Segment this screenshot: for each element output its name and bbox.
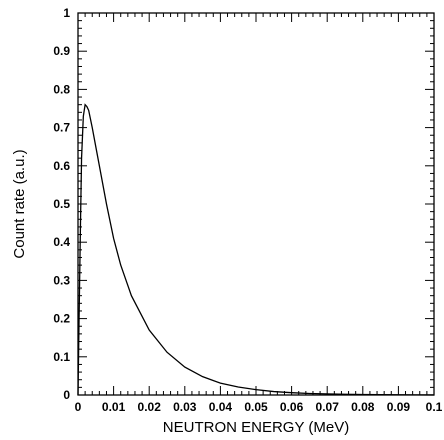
x-tick-label: 0.01	[102, 400, 126, 414]
y-tick-label: 0.5	[53, 197, 70, 211]
y-tick-label: 0.8	[53, 82, 70, 96]
tick-group	[77, 12, 435, 396]
tick-label-group: 0 0.01 0.02 0.03 0.04 0.05 0.06 0.07 0.08 0.09 0.1…	[53, 6, 442, 414]
x-tick-label: 0.04	[209, 400, 233, 414]
x-tick-label: 0.02	[138, 400, 162, 414]
y-tick-label: 1	[63, 6, 70, 20]
x-tick-label: 0	[75, 400, 82, 414]
x-tick-label: 0.07	[316, 400, 340, 414]
y-tick-label: 0.1	[53, 350, 70, 364]
plot-frame	[77, 12, 435, 396]
x-tick-label: 0.06	[280, 400, 304, 414]
y-tick-label: 0	[63, 388, 70, 402]
x-tick-label: 0.05	[244, 400, 268, 414]
y-tick-label: 0.7	[53, 121, 70, 135]
y-tick-label: 0.2	[53, 312, 70, 326]
y-tick-label: 0.9	[53, 44, 70, 58]
series-line	[77, 103, 435, 396]
y-tick-label: 0.6	[53, 159, 70, 173]
x-tick-label: 0.09	[387, 400, 411, 414]
x-tick-label: 0.08	[351, 400, 375, 414]
y-tick-label: 0.3	[53, 273, 70, 287]
x-tick-label: 0.03	[173, 400, 197, 414]
y-axis-title: Count rate (a.u.)	[11, 149, 28, 258]
x-tick-label: 0.1	[426, 400, 443, 414]
y-tick-label: 0.4	[53, 235, 70, 249]
x-axis-title: NEUTRON ENERGY (MeV)	[163, 419, 349, 436]
